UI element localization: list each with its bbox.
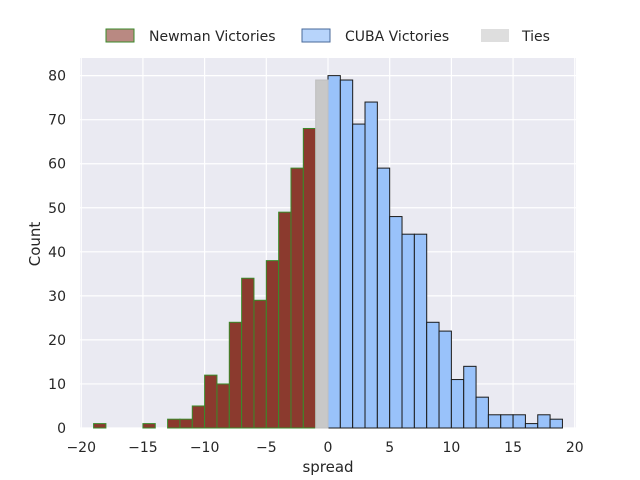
x-tick-labels: −20 −15 −10 −5 0 5 10 15 20	[66, 440, 583, 456]
x-tick-label: −10	[190, 440, 220, 456]
bar-cuba	[500, 414, 514, 429]
y-axis-label: Count	[26, 222, 44, 267]
x-tick-label: 15	[504, 440, 522, 456]
bar-cuba	[512, 414, 526, 429]
y-tick-label: 40	[48, 245, 66, 261]
legend-swatch-ties	[481, 29, 509, 42]
bar-newman	[278, 211, 292, 429]
bar-cuba	[549, 418, 563, 429]
legend-swatch-cuba	[301, 28, 331, 43]
bar-cuba	[389, 216, 403, 429]
bar-newman	[228, 321, 243, 429]
y-tick-label: 30	[48, 289, 66, 305]
bar-cuba	[327, 75, 341, 429]
bar-newman	[241, 277, 255, 429]
x-tick-label: 0	[324, 440, 333, 456]
y-tick-label: 60	[48, 157, 66, 173]
legend: Newman Victories CUBA Victories Ties	[105, 28, 550, 45]
y-tick-label: 50	[48, 201, 66, 217]
bar-cuba	[438, 330, 452, 429]
bar-cuba	[376, 167, 391, 429]
y-tick-label: 20	[48, 333, 66, 349]
y-tick-label: 80	[48, 69, 66, 85]
bar-cuba	[537, 414, 551, 429]
y-tick-label: 0	[57, 421, 66, 437]
bar-newman	[290, 167, 304, 429]
x-axis-label: spread	[302, 458, 353, 476]
x-tick-label: 10	[442, 440, 460, 456]
bar-newman	[167, 418, 181, 429]
x-tick-label: −5	[256, 440, 277, 456]
bar-newman	[302, 127, 317, 429]
bar-cuba	[364, 101, 378, 429]
x-tick-label: −15	[128, 440, 158, 456]
bar-newman	[142, 423, 156, 429]
bar-cuba	[352, 123, 366, 429]
legend-swatch-newman	[105, 28, 135, 43]
bar-cuba	[475, 396, 489, 429]
bar-ties	[315, 79, 329, 429]
bar-cuba	[339, 79, 354, 429]
bar-newman	[93, 423, 107, 429]
histogram-bars	[93, 75, 563, 429]
bar-cuba	[401, 233, 415, 429]
bar-cuba	[463, 365, 477, 429]
bar-newman	[204, 374, 218, 429]
y-tick-label: 70	[48, 113, 66, 129]
legend-label-ties: Ties	[521, 29, 550, 45]
bar-cuba	[450, 379, 465, 429]
bar-newman	[216, 383, 230, 429]
x-tick-label: 20	[566, 440, 584, 456]
legend-label-newman: Newman Victories	[149, 29, 276, 45]
y-tick-label: 10	[48, 377, 66, 393]
bar-cuba	[487, 414, 502, 429]
bar-cuba	[426, 321, 440, 429]
bar-cuba	[413, 233, 428, 429]
x-tick-label: 5	[385, 440, 394, 456]
bar-newman	[179, 418, 193, 429]
bar-newman	[191, 405, 206, 429]
bar-cuba	[524, 423, 539, 429]
y-tick-labels: 0 10 20 30 40 50 60 70 80	[48, 69, 66, 437]
x-tick-label: −20	[66, 440, 96, 456]
legend-label-cuba: CUBA Victories	[345, 29, 449, 45]
bar-newman	[265, 260, 280, 429]
bar-newman	[253, 299, 267, 429]
